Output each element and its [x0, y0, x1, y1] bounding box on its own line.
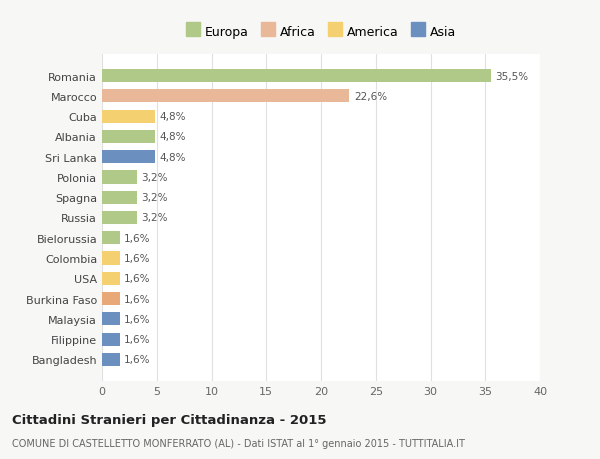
Bar [102, 70, 491, 83]
Bar [102, 272, 119, 285]
Bar [102, 191, 137, 204]
Text: COMUNE DI CASTELLETTO MONFERRATO (AL) - Dati ISTAT al 1° gennaio 2015 - TUTTITAL: COMUNE DI CASTELLETTO MONFERRATO (AL) - … [12, 438, 465, 448]
Text: 4,8%: 4,8% [159, 132, 185, 142]
Bar [102, 171, 137, 184]
Text: 3,2%: 3,2% [142, 193, 168, 203]
Text: 1,6%: 1,6% [124, 253, 151, 263]
Bar [102, 232, 119, 245]
Bar [102, 212, 137, 224]
Bar [102, 252, 119, 265]
Bar [102, 292, 119, 306]
Text: 22,6%: 22,6% [354, 92, 387, 102]
Text: 1,6%: 1,6% [124, 314, 151, 324]
Text: 4,8%: 4,8% [159, 152, 185, 162]
Text: 1,6%: 1,6% [124, 294, 151, 304]
Text: 3,2%: 3,2% [142, 213, 168, 223]
Text: 1,6%: 1,6% [124, 355, 151, 364]
Text: 3,2%: 3,2% [142, 173, 168, 183]
Text: 1,6%: 1,6% [124, 334, 151, 344]
Text: 4,8%: 4,8% [159, 112, 185, 122]
Text: Cittadini Stranieri per Cittadinanza - 2015: Cittadini Stranieri per Cittadinanza - 2… [12, 413, 326, 426]
Bar [102, 151, 155, 164]
Bar [102, 130, 155, 144]
Bar [102, 313, 119, 326]
Text: 35,5%: 35,5% [495, 72, 528, 81]
Bar [102, 110, 155, 123]
Bar [102, 333, 119, 346]
Legend: Europa, Africa, America, Asia: Europa, Africa, America, Asia [186, 25, 456, 39]
Bar [102, 353, 119, 366]
Text: 1,6%: 1,6% [124, 274, 151, 284]
Bar [102, 90, 349, 103]
Text: 1,6%: 1,6% [124, 233, 151, 243]
